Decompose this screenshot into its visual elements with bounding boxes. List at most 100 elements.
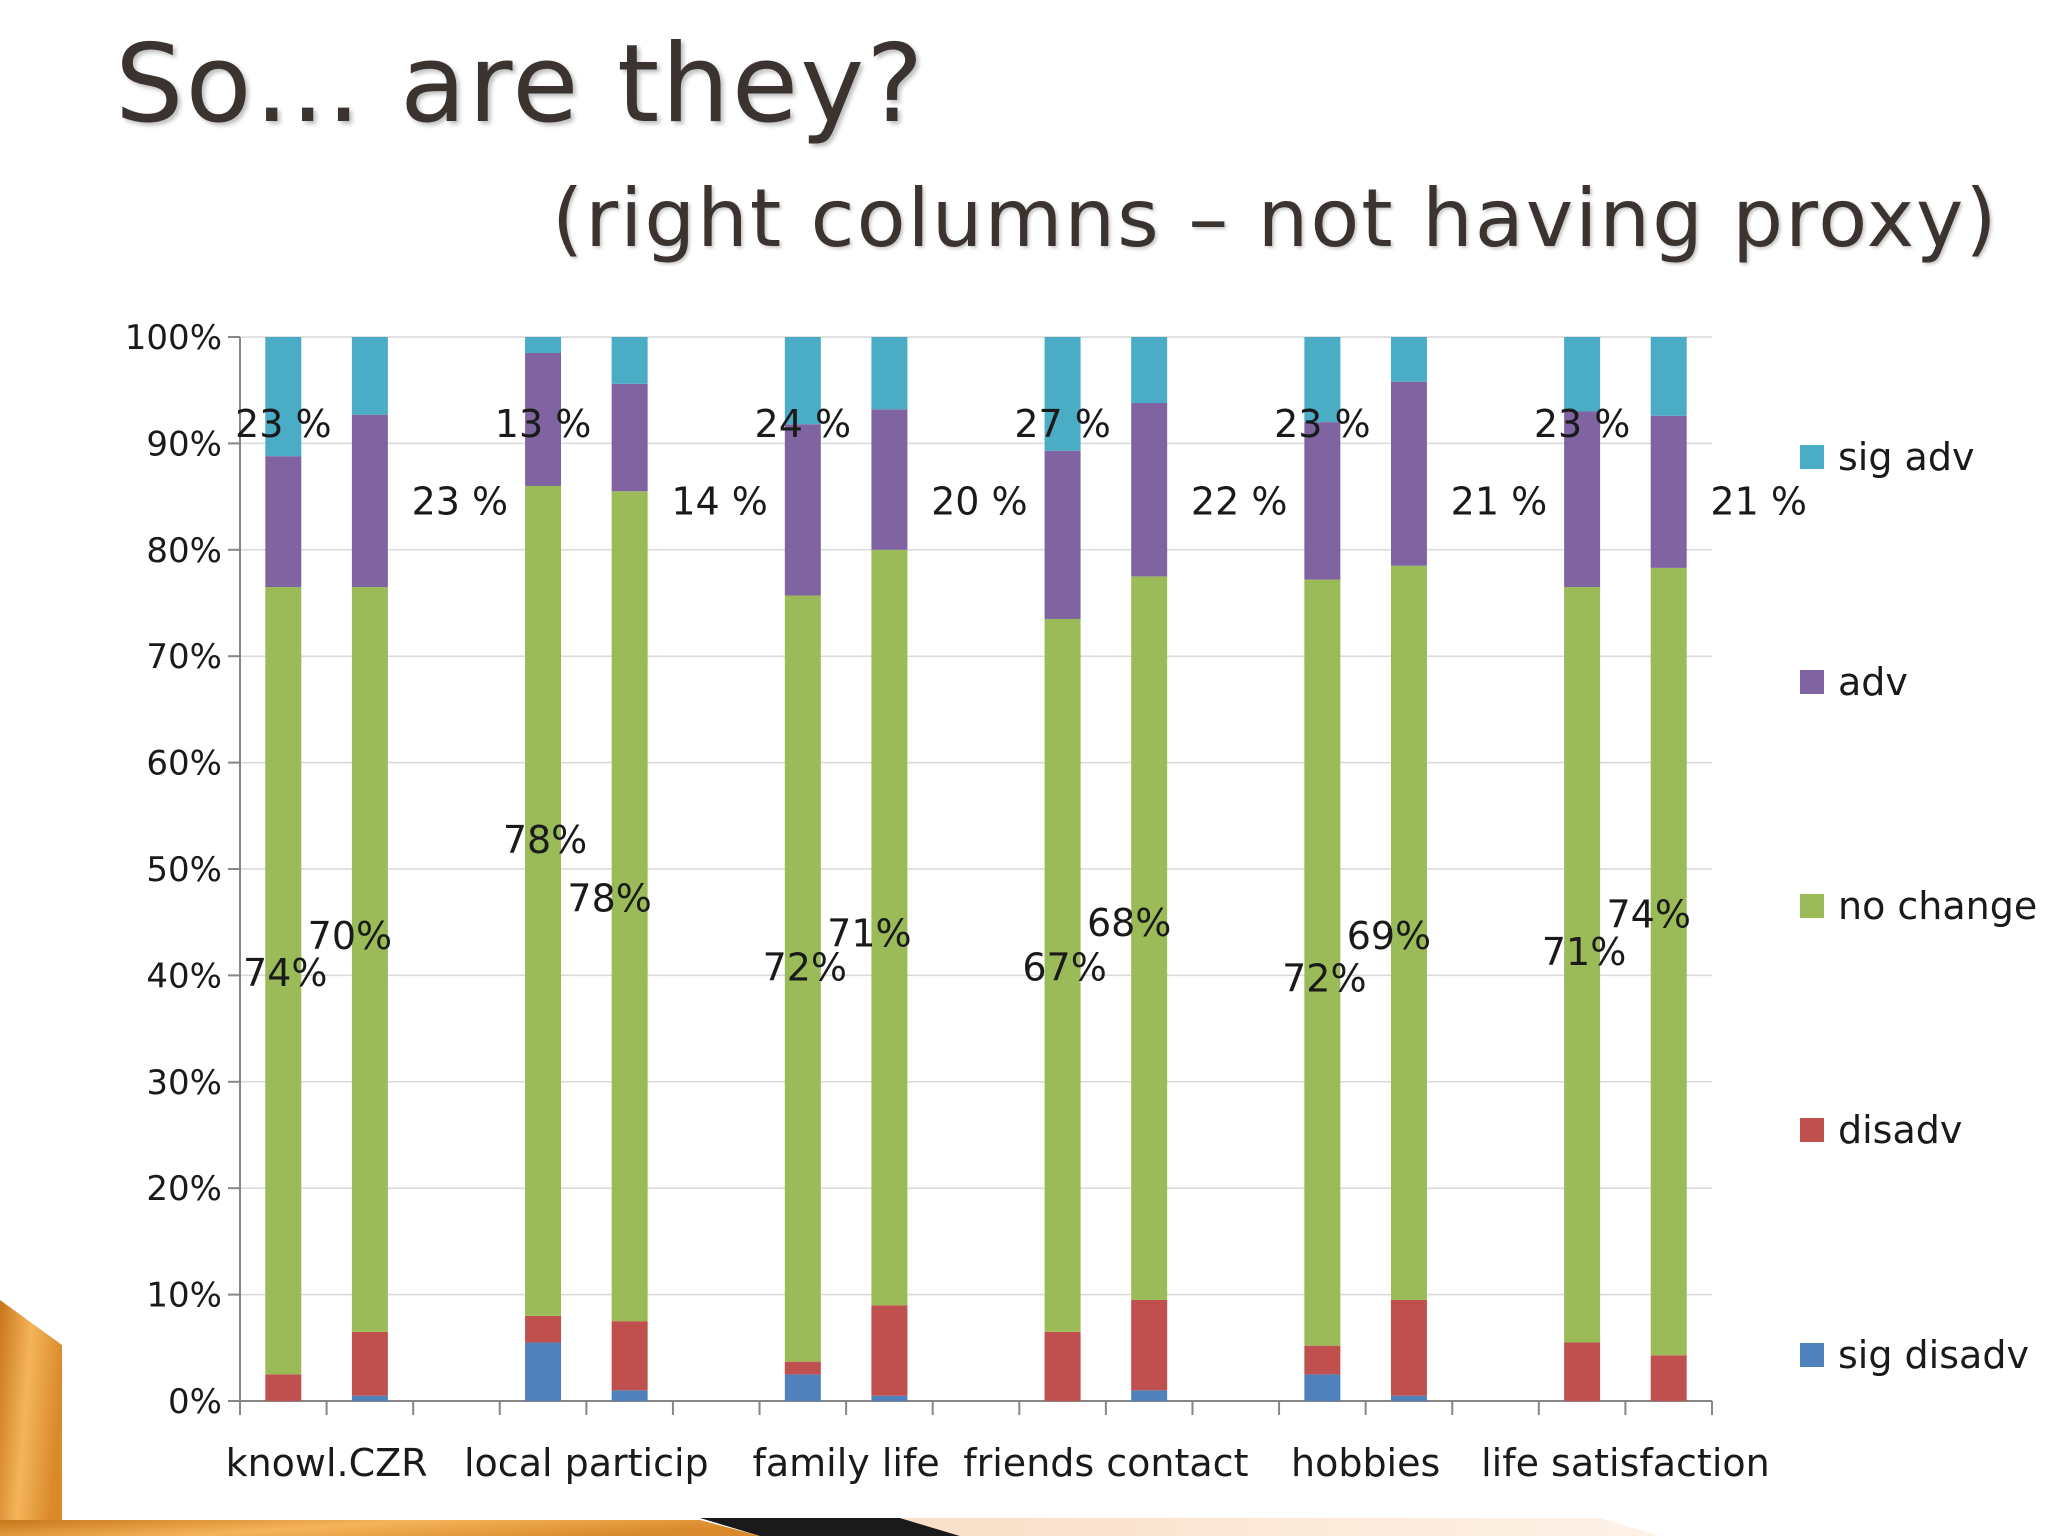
bar-segment (351, 587, 388, 1332)
bar-segment (265, 456, 302, 588)
bar-segment (351, 1395, 388, 1401)
x-category-label: life satisfaction (1481, 1441, 1770, 1485)
bar-segment (1131, 402, 1168, 577)
bar-segment (1131, 1390, 1168, 1401)
data-label-no-change-right: 78% (567, 877, 651, 921)
bar-segment (611, 491, 648, 1322)
bar-segment (784, 337, 821, 425)
bar-segment (1564, 411, 1601, 588)
bar-segment (871, 1395, 908, 1401)
bar-segment (1564, 1342, 1601, 1401)
bar-segment (1044, 618, 1081, 1332)
bar-segment (1131, 1299, 1168, 1391)
data-label-adv-right: 21 % (1710, 480, 1807, 524)
bar-segment (525, 1315, 562, 1343)
legend-label: no change (1838, 884, 2037, 928)
legend-swatch (1800, 894, 1824, 918)
data-label-adv-left: 13 % (495, 402, 592, 446)
bar-segment (1044, 1331, 1081, 1401)
data-label-adv-left: 27 % (1014, 402, 1111, 446)
bar-segment (1304, 1345, 1341, 1375)
legend-label: sig adv (1838, 435, 1974, 479)
bar-segment (1390, 565, 1427, 1300)
y-tick-label: 30% (146, 1063, 222, 1103)
bar-segment (611, 383, 648, 492)
slide-title: So… are they? (115, 22, 926, 147)
bar-segment (1564, 587, 1601, 1343)
y-tick-label: 50% (146, 850, 222, 890)
slide-subtitle: (right columns – not having proxy) (552, 172, 1999, 265)
bar-segment (784, 1361, 821, 1375)
legend-swatch (1800, 670, 1824, 694)
data-label-no-change-right: 68% (1087, 901, 1171, 945)
bar-segment (1304, 422, 1341, 580)
data-label-no-change-right: 70% (308, 914, 392, 958)
data-label-no-change-right: 69% (1347, 914, 1431, 958)
legend-label: adv (1838, 660, 1908, 704)
y-tick-label: 10% (146, 1276, 222, 1316)
data-label-adv-right: 23 % (412, 480, 509, 524)
data-label-no-change-right: 74% (1606, 893, 1690, 937)
bar-segment (1390, 381, 1427, 566)
data-label-adv-left: 23 % (235, 402, 332, 446)
bar-segment (265, 337, 302, 457)
bar-segment (1650, 415, 1687, 568)
data-label-adv-right: 20 % (931, 480, 1028, 524)
bar-segment (525, 485, 562, 1316)
legend-swatch (1800, 445, 1824, 469)
y-tick-label: 70% (146, 637, 222, 677)
y-tick-label: 0% (168, 1382, 222, 1422)
data-label-no-change-left: 72% (763, 946, 847, 990)
bar-segment (871, 1305, 908, 1396)
bar-segment (1650, 337, 1687, 416)
x-category-label: friends contact (963, 1441, 1248, 1485)
data-label-no-change-left: 67% (1022, 946, 1106, 990)
bar-segment (265, 1374, 302, 1401)
bar-segment (871, 409, 908, 550)
legend-label: sig disadv (1838, 1333, 2029, 1377)
bar-segment (871, 549, 908, 1306)
bar-segment (784, 424, 821, 596)
bar-segment (1131, 337, 1168, 403)
bar-segment (1650, 1355, 1687, 1401)
x-category-label: hobbies (1291, 1441, 1440, 1485)
data-label-adv-left: 24 % (755, 402, 852, 446)
bar-segment (784, 595, 821, 1362)
x-category-label: knowl.CZR (226, 1441, 428, 1485)
data-label-no-change-left: 72% (1282, 956, 1366, 1000)
data-label-adv-right: 21 % (1451, 480, 1548, 524)
bar-segment (351, 337, 388, 415)
bar-segment (611, 337, 648, 384)
x-category-label: local particip (464, 1441, 709, 1485)
bar-segment (871, 337, 908, 410)
bar-segment (351, 1331, 388, 1396)
bar-segment (1304, 1374, 1341, 1401)
y-tick-label: 90% (146, 424, 222, 464)
data-label-adv-right: 14 % (671, 480, 768, 524)
bar-segment (1131, 576, 1168, 1300)
data-label-no-change-right: 71% (827, 912, 911, 956)
bar-segment (1304, 337, 1341, 423)
bar-segment (525, 352, 562, 486)
bar-segment (1390, 1299, 1427, 1396)
bar-segment (1564, 337, 1601, 412)
bar-segment (611, 1321, 648, 1391)
data-label-no-change-left: 74% (243, 951, 327, 995)
data-label-adv-left: 23 % (1274, 402, 1371, 446)
legend-swatch (1800, 1343, 1824, 1367)
y-tick-label: 20% (146, 1169, 222, 1209)
bar-segment (611, 1390, 648, 1401)
bar-segment (1044, 450, 1081, 619)
bar-segment (525, 337, 562, 353)
bar-segment (525, 1342, 562, 1401)
bar-segment (1304, 579, 1341, 1346)
data-label-no-change-left: 78% (503, 818, 587, 862)
data-label-adv-right: 22 % (1191, 480, 1288, 524)
y-tick-label: 40% (146, 956, 222, 996)
y-tick-label: 100% (125, 318, 222, 358)
y-tick-label: 60% (146, 744, 222, 784)
bar-segment (784, 1374, 821, 1401)
bar-segment (265, 587, 302, 1375)
legend-swatch (1800, 1118, 1824, 1142)
